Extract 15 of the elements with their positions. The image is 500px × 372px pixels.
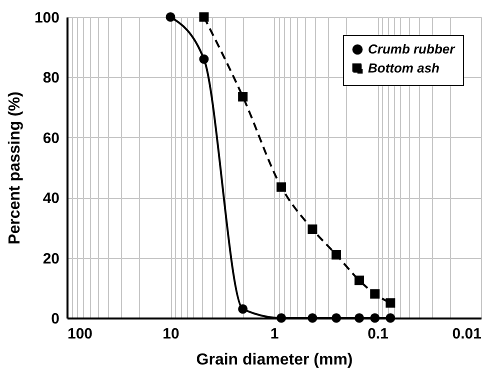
y-axis-title: Percent passing (%) (6, 92, 24, 244)
x-tick-label: 10 (162, 326, 180, 342)
x-tick-label: 100 (68, 326, 93, 342)
y-tick-label: 100 (34, 10, 60, 26)
y-tick-label: 80 (42, 70, 60, 87)
y-tick-label: 20 (42, 250, 60, 268)
x-tick-label: 1 (270, 326, 279, 342)
y-tick-label: 40 (42, 190, 60, 208)
legend-label: Crumb rubber (368, 42, 456, 56)
y-tick-label: 60 (42, 130, 60, 147)
x-tick-label: 0.01 (452, 326, 482, 342)
x-axis-title: Grain diameter (mm) (196, 352, 353, 368)
y-tick-label: 0 (51, 310, 60, 328)
x-tick-label: 0.1 (368, 326, 388, 342)
legend-label: Bottom ash (368, 60, 440, 76)
